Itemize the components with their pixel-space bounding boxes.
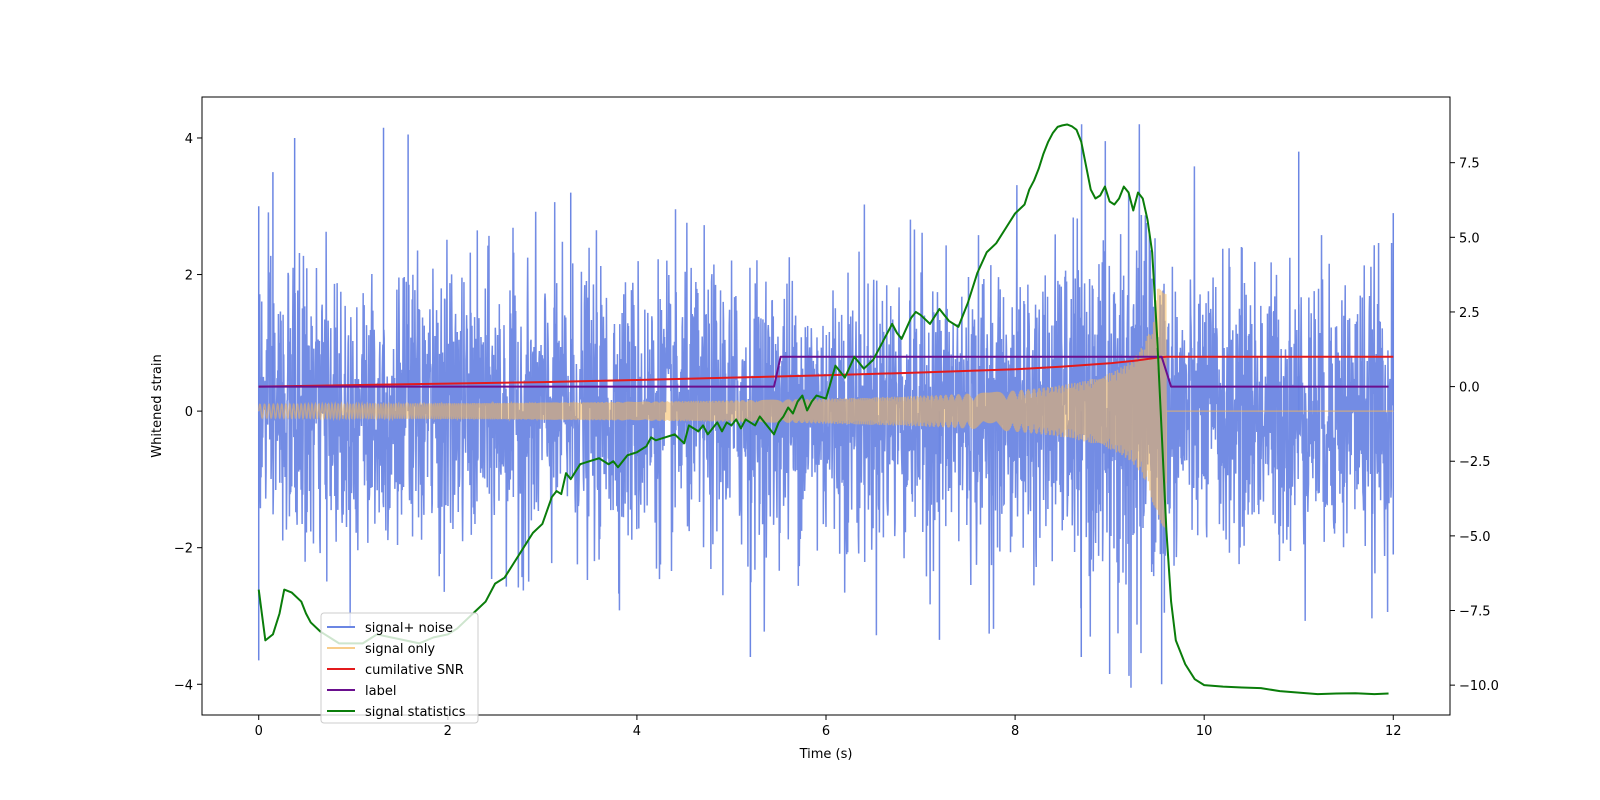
series-layer <box>257 123 1395 696</box>
x-tick-label: 12 <box>1385 724 1402 739</box>
y-axis-left: −4 −2 0 2 4 <box>174 132 202 693</box>
x-axis: 0 2 4 6 8 10 12 <box>255 715 1402 739</box>
y-tick-label: −4 <box>174 678 193 693</box>
series-signal-only <box>257 288 1394 528</box>
legend-label: signal only <box>365 642 435 657</box>
legend-label: label <box>365 684 396 699</box>
y2-tick-label: −2.5 <box>1459 455 1491 470</box>
x-tick-label: 8 <box>1011 724 1019 739</box>
y2-tick-label: 7.5 <box>1459 157 1480 172</box>
y2-tick-label: 2.5 <box>1459 306 1480 321</box>
y2-tick-label: −5.0 <box>1459 530 1491 545</box>
y2-tick-label: 5.0 <box>1459 231 1480 246</box>
y-axis-label: Whitened strain <box>150 354 165 457</box>
y2-tick-label: −7.5 <box>1459 605 1491 620</box>
y2-tick-label: −10.0 <box>1459 679 1499 694</box>
y-axis-right: −10.0 −7.5 −5.0 −2.5 0.0 2.5 5.0 7.5 <box>1450 157 1499 694</box>
x-tick-label: 0 <box>255 724 263 739</box>
legend-box <box>320 612 479 724</box>
y-tick-label: 0 <box>185 405 193 420</box>
x-tick-label: 4 <box>633 724 641 739</box>
series-signal-noise <box>257 124 1395 688</box>
x-tick-label: 2 <box>444 724 452 739</box>
legend: signal+ noise signal only cumilative SNR la… <box>320 612 479 724</box>
legend-label: cumilative SNR <box>365 663 464 678</box>
legend-label: signal+ noise <box>365 621 453 636</box>
x-tick-label: 6 <box>822 724 830 739</box>
y-tick-label: −2 <box>174 542 193 557</box>
y-tick-label: 2 <box>185 269 193 284</box>
y-tick-label: 4 <box>185 132 193 147</box>
x-tick-label: 10 <box>1196 724 1213 739</box>
series-label <box>258 355 1389 388</box>
legend-label: signal statistics <box>365 705 466 720</box>
series-cumulative-snr <box>258 355 1394 388</box>
series-signal-statistics <box>257 123 1389 696</box>
y2-tick-label: 0.0 <box>1459 381 1480 396</box>
x-axis-label: Time (s) <box>799 747 853 762</box>
